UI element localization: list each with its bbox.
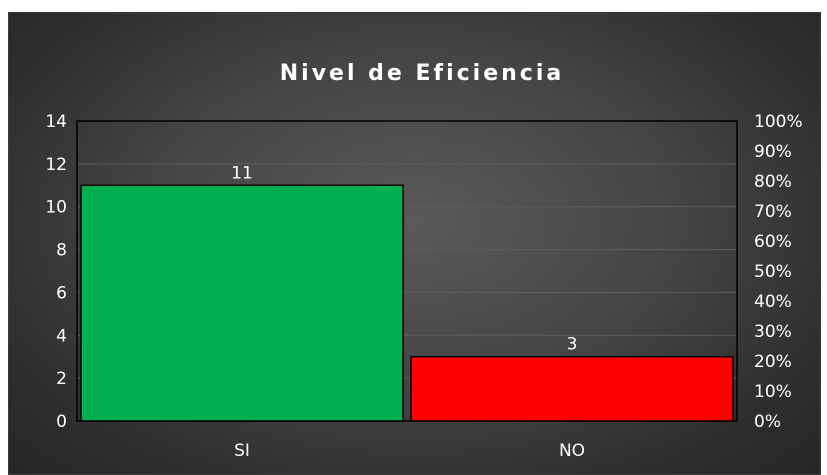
y2-tick-label: 90% <box>754 142 792 162</box>
y-tick-label: 10 <box>45 198 67 218</box>
y2-tick-label: 30% <box>754 322 792 342</box>
y-axis: 0 2 4 6 8 10 12 14 <box>45 112 67 432</box>
y2-tick-label: 60% <box>754 232 792 252</box>
y2-tick-label: 80% <box>754 172 792 192</box>
data-label-no: 3 <box>567 335 578 355</box>
y-tick-label: 6 <box>56 283 67 303</box>
y2-tick-label: 100% <box>754 112 803 132</box>
secondary-y-axis: 0% 10% 20% 30% 40% 50% 60% 70% 80% 90% 100% <box>754 112 803 432</box>
bars <box>80 184 734 422</box>
x-category-label: SI <box>234 441 250 461</box>
y2-tick-label: 50% <box>754 262 792 282</box>
chart-title: Nivel de Eficiencia <box>280 61 564 86</box>
y-tick-label: 12 <box>45 155 67 175</box>
plot-area-border <box>76 120 738 422</box>
y-tick-label: 4 <box>56 326 67 346</box>
y-tick-label: 8 <box>56 241 67 261</box>
y2-tick-label: 40% <box>754 292 792 312</box>
bar-si <box>80 184 404 422</box>
y2-tick-label: 10% <box>754 382 792 402</box>
x-category-label: NO <box>559 441 585 461</box>
y2-tick-label: 20% <box>754 352 792 372</box>
y-tick-label: 0 <box>56 412 67 432</box>
y-tick-label: 14 <box>45 112 67 132</box>
y-tick-label: 2 <box>56 369 67 389</box>
data-labels: 11 3 <box>231 163 577 354</box>
bar-no <box>410 355 734 422</box>
x-axis: SI NO <box>234 441 585 461</box>
y2-tick-label: 70% <box>754 202 792 222</box>
data-label-si: 11 <box>231 163 253 183</box>
y2-tick-label: 0% <box>754 412 781 432</box>
